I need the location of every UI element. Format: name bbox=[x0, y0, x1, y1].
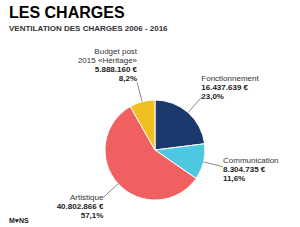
html-text:VENTILATION DES CHARGES 2006 -: VENTILATION DES CHARGES 2006 - 2016 bbox=[9, 24, 168, 33]
svg-text:Budget post2015 «Héritage»5.88: Budget post2015 «Héritage»5.888.160 €8,2… bbox=[78, 47, 138, 83]
svg-text:Communication8.304.735 €11,6%: Communication8.304.735 €11,6% bbox=[223, 156, 279, 183]
svg-text:Artistique40.802.866 €57,1%: Artistique40.802.866 €57,1% bbox=[57, 193, 104, 220]
html-text:M♥NS: M♥NS bbox=[9, 217, 29, 224]
svg-text:Fonctionnement16.437.639 €23,0: Fonctionnement16.437.639 €23,0% bbox=[201, 74, 259, 101]
html-text:LES CHARGES: LES CHARGES bbox=[9, 4, 125, 21]
